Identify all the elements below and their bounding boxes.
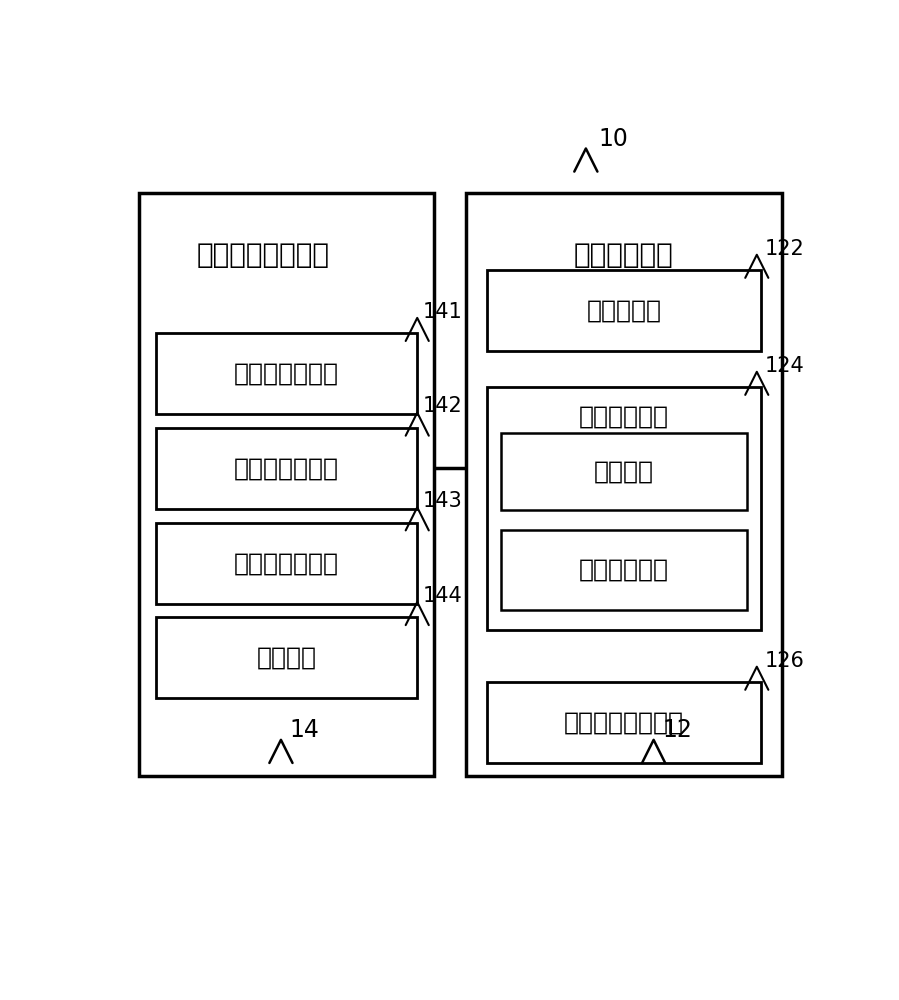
- Text: 驾驶环境信息: 驾驶环境信息: [579, 558, 669, 582]
- Text: 122: 122: [764, 239, 805, 259]
- Text: 第一控制装置: 第一控制装置: [574, 241, 674, 269]
- Text: 141: 141: [423, 302, 462, 322]
- Text: 126: 126: [764, 651, 805, 671]
- Text: 车辆位置传感器: 车辆位置传感器: [235, 551, 339, 575]
- Bar: [487, 387, 761, 630]
- Bar: [501, 530, 747, 610]
- Text: 124: 124: [764, 356, 805, 376]
- Text: 10: 10: [599, 127, 628, 151]
- Bar: [466, 193, 782, 776]
- Text: 144: 144: [423, 586, 462, 606]
- Text: 143: 143: [423, 491, 462, 511]
- Bar: [156, 617, 417, 698]
- Text: 第一存储装置: 第一存储装置: [579, 404, 669, 428]
- Bar: [156, 523, 417, 604]
- Bar: [487, 682, 761, 763]
- Text: 地图信息: 地图信息: [594, 460, 654, 484]
- Bar: [156, 428, 417, 509]
- Text: 142: 142: [423, 396, 462, 416]
- Text: 第一信息获取装置: 第一信息获取装置: [197, 241, 330, 269]
- Text: 周边状况传感器: 周边状况传感器: [235, 362, 339, 386]
- Text: 12: 12: [663, 718, 692, 742]
- Text: 第一处理器: 第一处理器: [586, 299, 662, 323]
- Text: 车辆状态传感器: 车辆状态传感器: [235, 456, 339, 480]
- Bar: [487, 270, 761, 351]
- Text: 14: 14: [289, 718, 320, 742]
- Bar: [139, 193, 434, 776]
- Bar: [156, 333, 417, 414]
- Text: 第一输入输出接口: 第一输入输出接口: [564, 711, 684, 735]
- Bar: [501, 433, 747, 510]
- Text: 通信装置: 通信装置: [257, 646, 316, 670]
